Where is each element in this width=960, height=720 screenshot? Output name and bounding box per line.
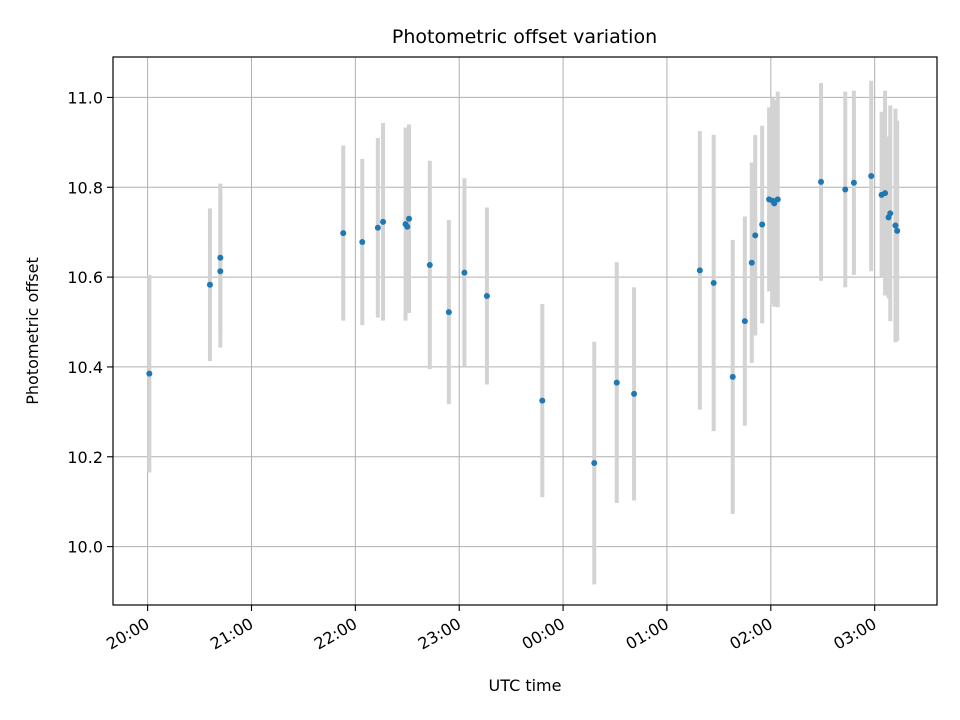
data-point bbox=[748, 259, 755, 266]
data-point bbox=[406, 215, 413, 222]
data-point bbox=[894, 227, 901, 234]
data-point bbox=[774, 196, 781, 203]
data-point bbox=[359, 239, 366, 246]
data-point bbox=[696, 267, 703, 274]
data-point bbox=[217, 268, 224, 275]
data-point bbox=[752, 232, 759, 239]
y-tick-label: 10.0 bbox=[67, 538, 103, 557]
data-point bbox=[759, 221, 766, 228]
data-point bbox=[892, 222, 899, 229]
data-point bbox=[887, 210, 894, 217]
data-point bbox=[483, 292, 490, 299]
data-point bbox=[591, 460, 598, 467]
data-point bbox=[771, 200, 778, 207]
data-point bbox=[461, 269, 468, 276]
data-point bbox=[741, 318, 748, 325]
y-tick-label: 10.4 bbox=[67, 358, 103, 377]
data-point bbox=[842, 186, 849, 193]
data-point bbox=[426, 261, 433, 268]
data-point bbox=[340, 230, 347, 237]
data-points bbox=[146, 173, 901, 467]
grid bbox=[113, 57, 937, 605]
y-tick-label: 10.6 bbox=[67, 268, 103, 287]
data-point bbox=[374, 224, 381, 231]
data-point bbox=[206, 281, 213, 288]
plot-frame bbox=[112, 56, 938, 606]
data-point bbox=[631, 390, 638, 397]
data-point bbox=[380, 218, 387, 225]
data-point bbox=[850, 179, 857, 186]
y-tick-label: 10.8 bbox=[67, 178, 103, 197]
y-tick-label: 10.2 bbox=[67, 448, 103, 467]
data-point bbox=[146, 370, 153, 377]
x-axis-title: UTC time bbox=[489, 676, 562, 695]
y-axis-title: Photometric offset bbox=[23, 257, 42, 405]
data-point bbox=[613, 379, 620, 386]
y-tick-label: 11.0 bbox=[67, 88, 103, 107]
data-point bbox=[217, 254, 224, 261]
data-point bbox=[445, 309, 452, 316]
data-point bbox=[710, 279, 717, 286]
data-point bbox=[868, 173, 875, 180]
y-axis-ticks: 10.0 10.2 10.4 10.6 10.8 11.0 bbox=[67, 88, 113, 557]
chart-title: Photometric offset variation bbox=[392, 26, 657, 48]
data-point bbox=[729, 373, 736, 380]
data-point bbox=[404, 223, 411, 230]
data-point bbox=[882, 190, 889, 197]
data-point bbox=[539, 397, 546, 404]
data-point bbox=[818, 178, 825, 185]
